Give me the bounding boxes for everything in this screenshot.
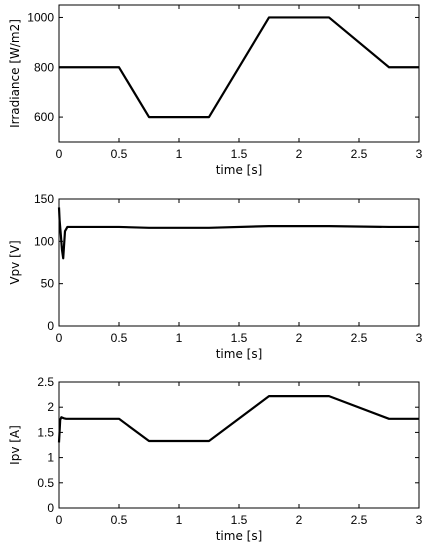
chart-3-y-tick-label: 2 (47, 400, 54, 414)
chart-3-y-tick-label: 0.5 (37, 476, 54, 490)
chart-3-x-tick-label: 2 (296, 513, 303, 527)
chart-1-x-tick-label: 2.5 (351, 147, 368, 161)
chart-2-y-tick-label: 150 (34, 192, 54, 206)
chart-1-x-tick-label: 0.5 (111, 147, 128, 161)
chart-1-y-tick-label: 1000 (27, 10, 54, 24)
chart-3-axes-box (58, 381, 420, 509)
chart-2-axes-box (58, 198, 420, 327)
chart-1-x-label: time [s] (216, 163, 263, 177)
chart-2-x-tick-label: 1 (176, 331, 183, 345)
chart-2-y-label: Vpv [V] (8, 240, 22, 284)
chart-3-y-tick-label: 0 (47, 501, 54, 515)
chart-1-y-tick-label: 800 (34, 60, 54, 74)
chart-3-x-tick-label: 1 (176, 513, 183, 527)
chart-3-series-line (57, 395, 419, 443)
chart-3-y-label: Ipv [A] (8, 425, 22, 465)
chart-1-series-line (59, 16, 419, 119)
chart-3-x-tick-label: 0.5 (111, 513, 128, 527)
chart-2-x-label: time [s] (216, 347, 263, 361)
chart-1-x-tick-label: 1.5 (231, 147, 248, 161)
chart-1-y-label: Irradiance [W/m2] (8, 19, 22, 128)
chart-3-y-tick-label: 2.5 (37, 375, 54, 389)
chart-2-y-tick-label: 50 (41, 277, 55, 291)
chart-3-x-tick-label: 2.5 (351, 513, 368, 527)
chart-3-y-tick-label: 1.5 (37, 425, 54, 439)
chart-1-x-tick-label: 3 (416, 147, 423, 161)
chart-1-y-tick-label: 600 (34, 110, 54, 124)
chart-1-axes-box (58, 4, 420, 143)
chart-2-x-tick-label: 1.5 (231, 331, 248, 345)
chart-2-x-tick-label: 2.5 (351, 331, 368, 345)
chart-1-x-tick-label: 1 (176, 147, 183, 161)
chart-2-x-tick-label: 0.5 (111, 331, 128, 345)
chart-3: 0 0.5 1 1.5 2 2.5 3 0 0.5 1 1.5 2 2.5 time [s] Ipv [A] (8, 375, 423, 543)
chart-3-x-tick-label: 0 (56, 513, 63, 527)
chart-2-series-line (57, 207, 419, 260)
chart-3-x-label: time [s] (216, 529, 263, 543)
chart-2-x-tick-label: 3 (416, 331, 423, 345)
chart-1-x-tick-label: 2 (296, 147, 303, 161)
chart-2-y-tick-label: 0 (47, 319, 54, 333)
chart-1: 0 0.5 1 1.5 2 2.5 3 600 800 1000 time [s] Irradianc… (8, 4, 423, 177)
chart-3-x-tick-label: 3 (416, 513, 423, 527)
chart-2-x-tick-label: 2 (296, 331, 303, 345)
chart-3-y-tick-label: 1 (47, 451, 54, 465)
chart-1-x-tick-label: 0 (56, 147, 63, 161)
chart-2-x-tick-label: 0 (56, 331, 63, 345)
chart-2: 0 0.5 1 1.5 2 2.5 3 0 50 100 150 time [s] Vpv [V] (8, 192, 423, 361)
chart-2-y-tick-label: 100 (34, 234, 54, 248)
chart-3-x-tick-label: 1.5 (231, 513, 248, 527)
